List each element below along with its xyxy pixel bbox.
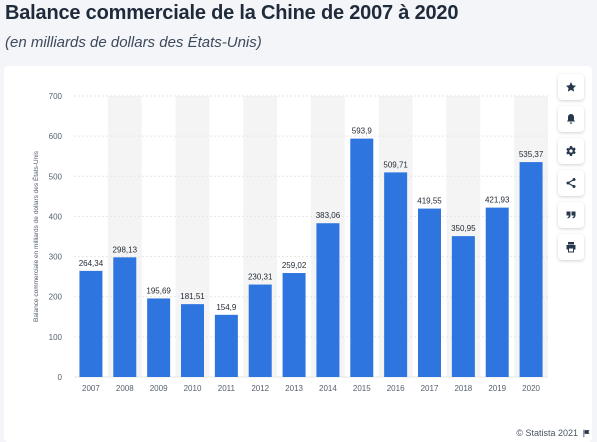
x-tick-label: 2020 <box>522 384 540 393</box>
notification-button[interactable] <box>558 106 584 132</box>
data-label: 419,55 <box>417 197 442 206</box>
bar-2010 <box>181 304 204 377</box>
y-axis-label: Balance commerciale en milliards de doll… <box>31 150 40 322</box>
favorite-button[interactable] <box>558 74 584 100</box>
y-tick-label: 500 <box>49 172 63 181</box>
y-tick-label: 200 <box>49 293 63 302</box>
y-tick-label: 0 <box>58 373 63 382</box>
chart-card: 0 100 200 300 400 500 600 700 Balance commercial… <box>4 66 592 442</box>
page-subtitle: (en milliards de dollars des États-Unis) <box>5 34 262 51</box>
y-tick-label: 400 <box>49 212 63 221</box>
cite-button[interactable] <box>558 202 584 228</box>
page-title: Balance commerciale de la Chine de 2007 … <box>5 2 459 24</box>
x-tick-label: 2018 <box>454 384 472 393</box>
x-tick-label: 2009 <box>150 384 168 393</box>
bar-2012 <box>248 284 272 377</box>
data-label: 421,93 <box>485 196 510 205</box>
bell-icon <box>567 114 575 124</box>
print-button[interactable] <box>558 234 584 260</box>
x-tick-label: 2017 <box>421 384 439 393</box>
bar-2013 <box>282 273 306 377</box>
bar-2009 <box>147 298 171 377</box>
settings-button[interactable] <box>558 138 584 164</box>
star-icon <box>566 82 576 92</box>
print-icon <box>566 242 576 253</box>
share-icon <box>566 178 576 188</box>
x-tick-label: 2008 <box>116 384 134 393</box>
data-label: 264,34 <box>79 259 104 268</box>
x-tick-label: 2019 <box>488 384 506 393</box>
flag-icon[interactable] <box>582 429 591 438</box>
bar-2014 <box>316 223 340 377</box>
data-label: 350,95 <box>451 224 476 233</box>
data-label: 298,13 <box>113 245 138 254</box>
share-button[interactable] <box>558 170 584 196</box>
bar-2020 <box>519 162 543 377</box>
x-tick-label: 2010 <box>184 384 202 393</box>
y-tick-label: 700 <box>49 92 63 101</box>
bar-2008 <box>113 257 137 377</box>
data-label: 259,02 <box>282 261 307 270</box>
data-label: 181,51 <box>180 292 205 301</box>
bar-chart: 0 100 200 300 400 500 600 700 Balance commercial… <box>31 92 548 393</box>
data-label: 154,9 <box>216 303 237 312</box>
bar-2017 <box>418 208 441 377</box>
quote-icon <box>566 211 576 219</box>
bar-2018 <box>451 236 475 377</box>
chart-toolbar <box>558 74 584 266</box>
y-tick-label: 100 <box>49 333 63 342</box>
data-label: 593,9 <box>352 127 373 136</box>
y-tick-label: 300 <box>49 253 63 262</box>
copyright-text: © Statista 2021 <box>516 428 578 438</box>
gear-icon <box>566 146 576 156</box>
data-label: 509,71 <box>383 160 408 169</box>
x-tick-label: 2013 <box>285 384 303 393</box>
data-label: 195,69 <box>146 286 171 295</box>
bar-2011 <box>214 314 238 377</box>
data-label: 230,31 <box>248 273 273 282</box>
x-tick-label: 2016 <box>387 384 405 393</box>
bar-2019 <box>485 207 509 377</box>
x-tick-label: 2011 <box>218 384 236 393</box>
data-label: 535,37 <box>519 150 544 159</box>
bar-2016 <box>384 172 408 377</box>
bar-2007 <box>79 270 103 377</box>
y-tick-label: 600 <box>49 132 63 141</box>
x-tick-label: 2007 <box>82 384 100 393</box>
x-tick-label: 2014 <box>319 384 337 393</box>
data-label: 383,06 <box>316 211 341 220</box>
bar-2015 <box>350 138 374 377</box>
footer: © Statista 2021 <box>516 428 591 438</box>
x-tick-label: 2012 <box>251 384 269 393</box>
x-tick-label: 2015 <box>353 384 371 393</box>
